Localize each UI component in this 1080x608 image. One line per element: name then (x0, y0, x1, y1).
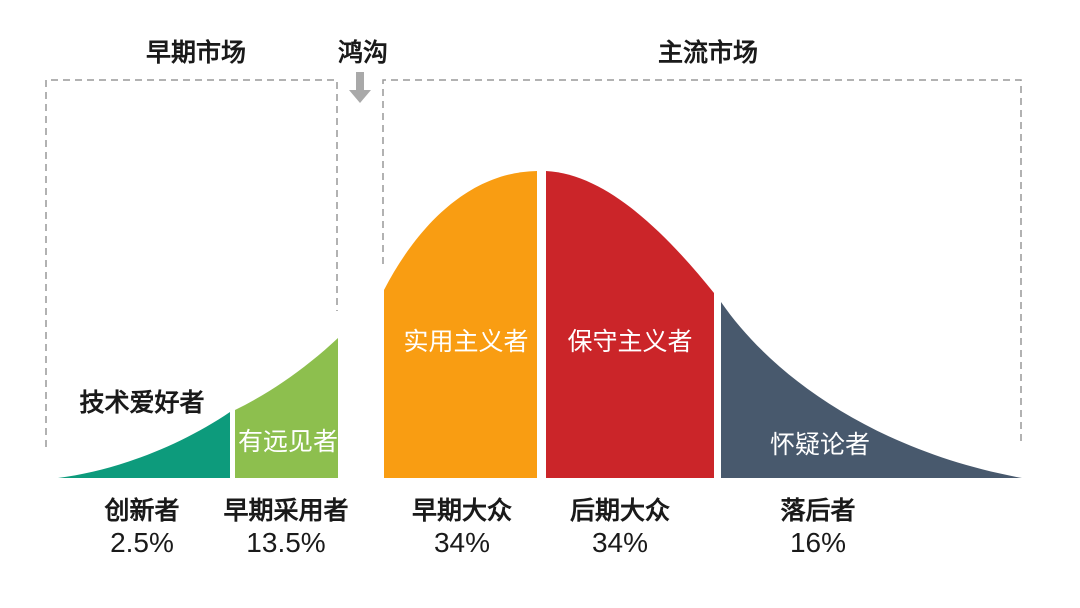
segment-early-adopters (235, 338, 338, 478)
name-innovators: 创新者 (103, 496, 179, 525)
percent-early-adopters: 13.5% (246, 527, 325, 558)
name-late-majority: 后期大众 (570, 497, 670, 525)
persona-tech-enthusiasts: 技术爱好者 (79, 389, 204, 417)
segment-late-majority (546, 171, 714, 478)
segment-early-majority (384, 171, 537, 478)
name-early-majority: 早期大众 (412, 497, 512, 525)
persona-visionaries: 有远见者 (238, 428, 338, 456)
early-market-label: 早期市场 (146, 38, 246, 67)
percent-late-majority: 34% (592, 527, 648, 558)
early-market-bracket (45, 79, 338, 447)
percent-laggards: 16% (790, 527, 846, 558)
persona-pragmatists: 实用主义者 (403, 328, 528, 356)
persona-skeptics: 怀疑论者 (770, 431, 870, 459)
chasm-label: 鸿沟 (338, 38, 388, 67)
segment-innovators (58, 412, 230, 478)
segment-laggards (721, 302, 1022, 478)
mainstream-market-label: 主流市场 (658, 38, 758, 67)
percent-innovators: 2.5% (110, 527, 174, 558)
persona-conservatives: 保守主义者 (567, 328, 692, 356)
percent-early-majority: 34% (434, 527, 490, 558)
chasm-arrow-icon (349, 72, 371, 103)
name-early-adopters: 早期采用者 (223, 497, 348, 525)
name-laggards: 落后者 (780, 497, 855, 525)
